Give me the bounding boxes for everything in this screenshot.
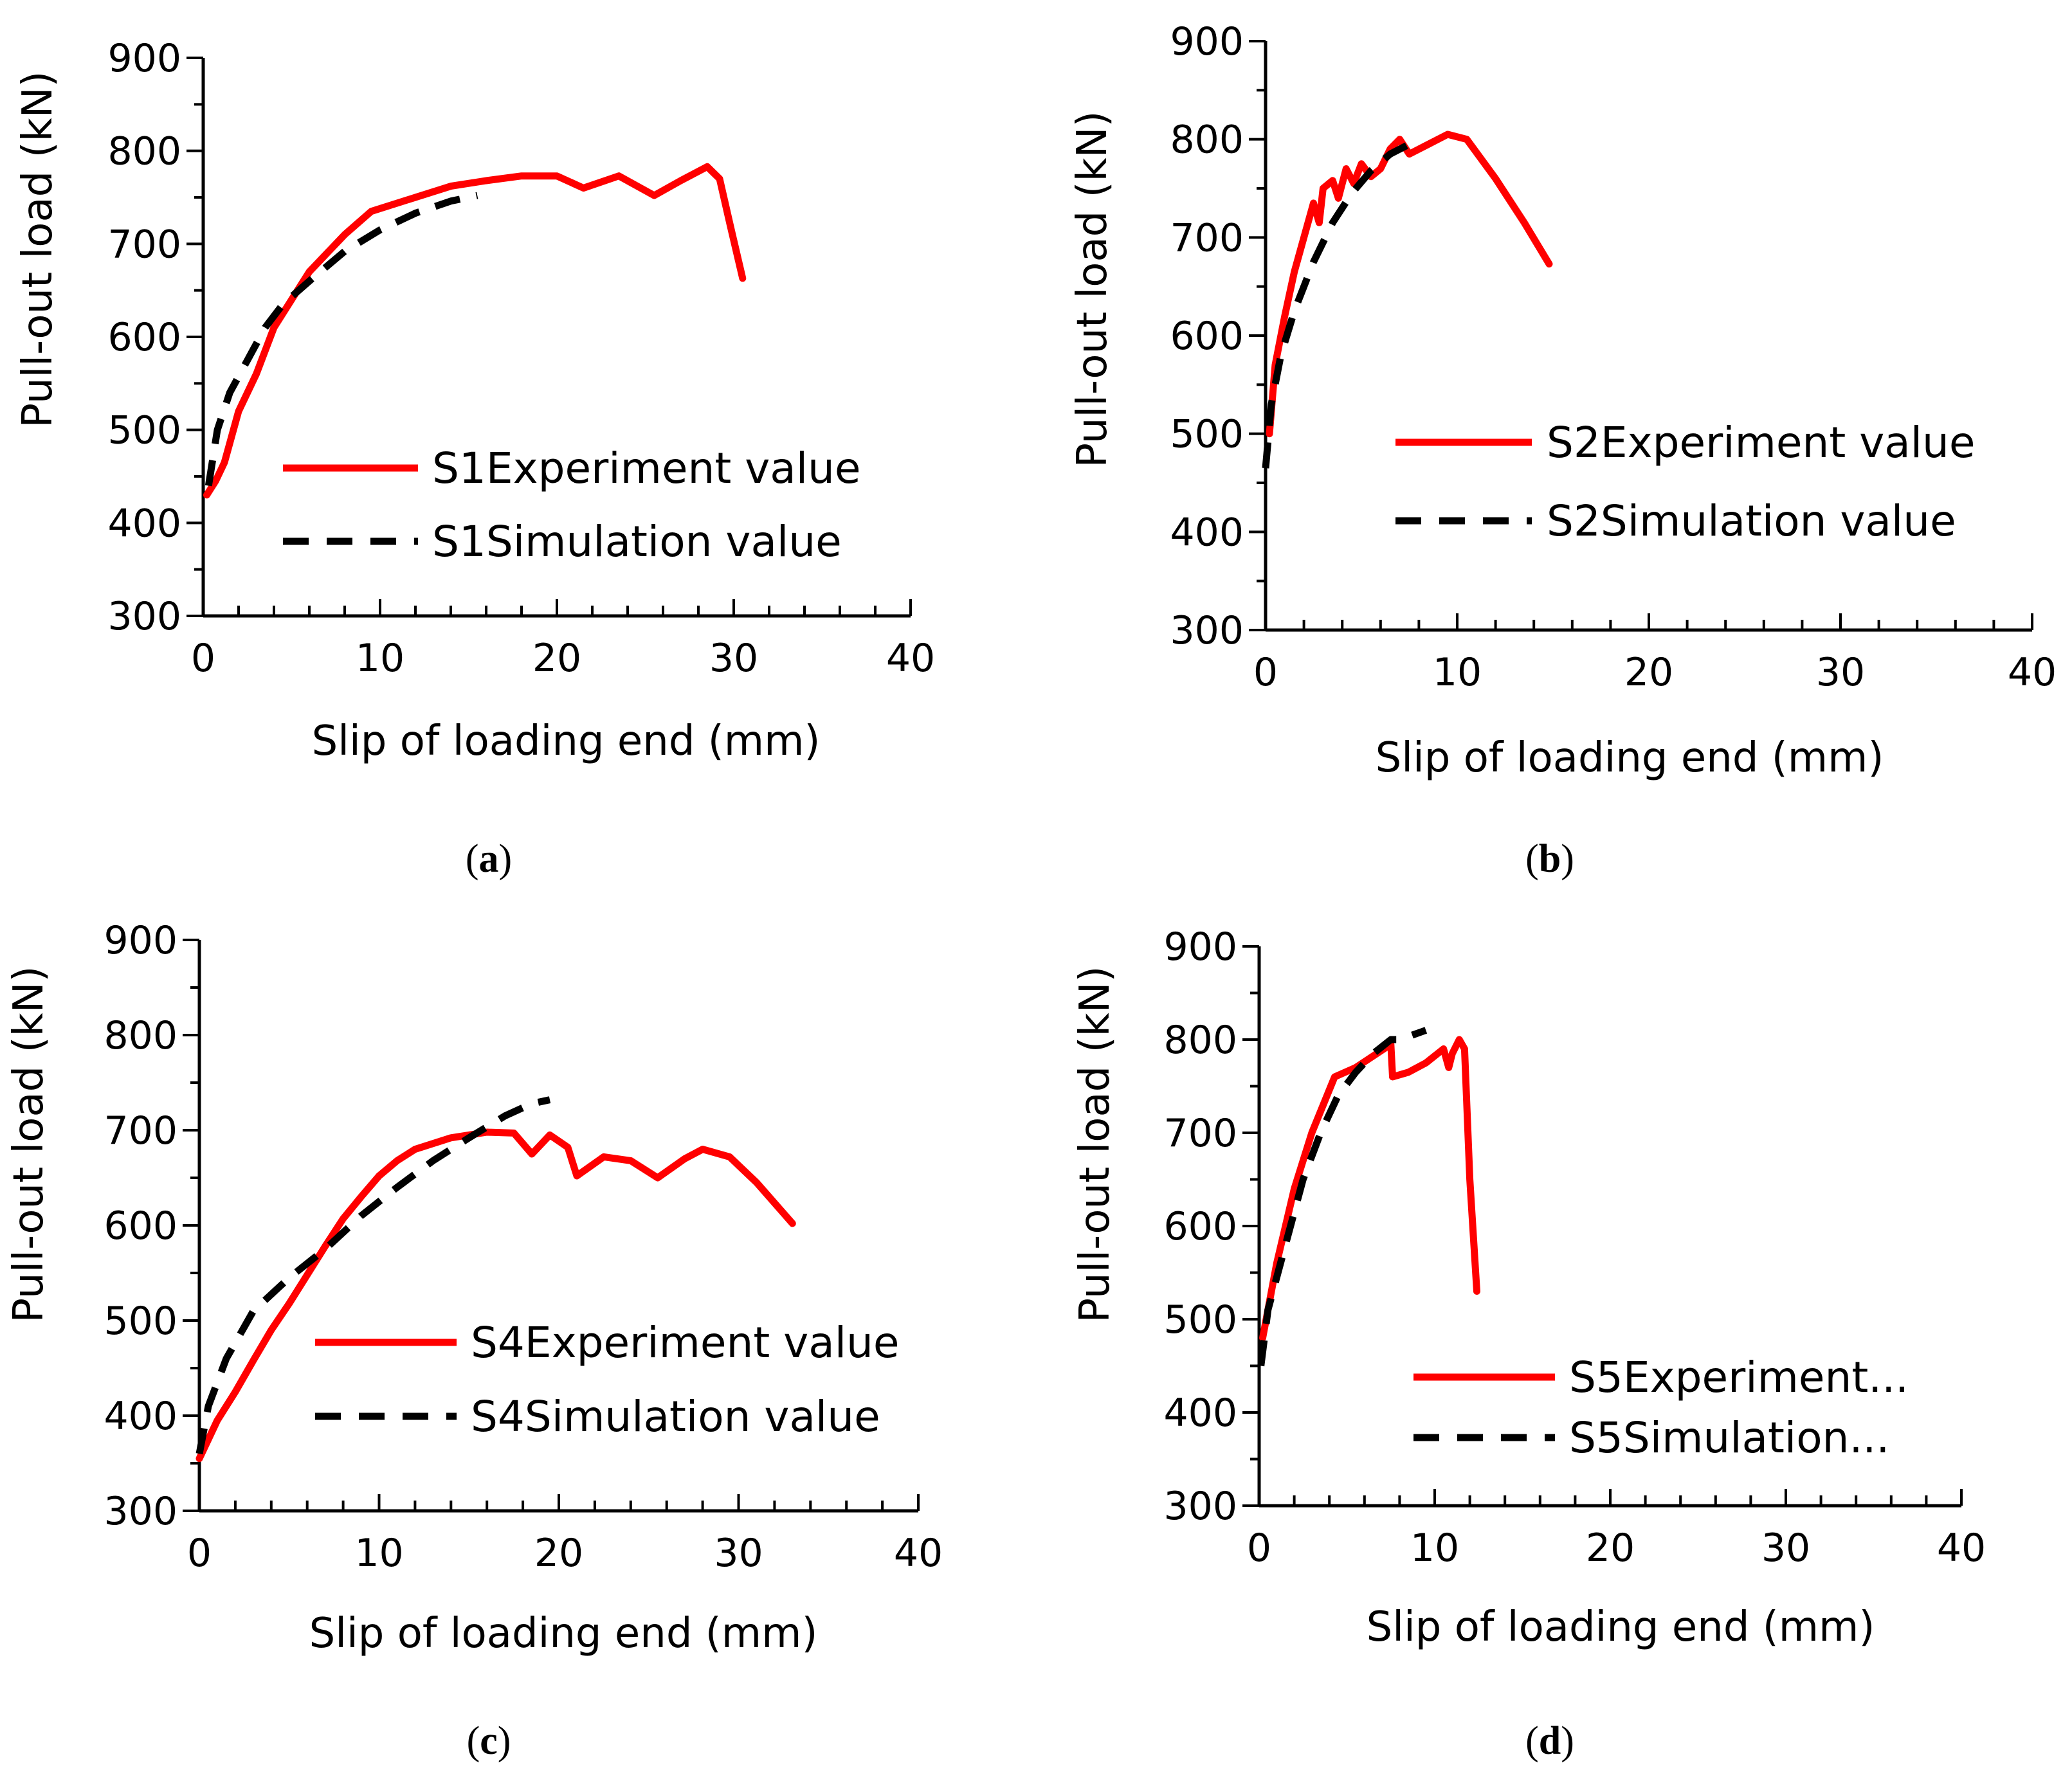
chart-panel-d: 300 400 500 600 700 800 900 0 10 20 30 40 Pull-out … xyxy=(1071,925,1986,1763)
x-tick-label: 10 xyxy=(1433,650,1482,695)
legend-label-simulation: S1Simulation value xyxy=(432,517,842,566)
x-axis-title: Slip of loading end (mm) xyxy=(1367,1603,1875,1651)
experiment-series-line xyxy=(203,163,747,499)
x-axis-title: Slip of loading end (mm) xyxy=(1376,734,1884,782)
y-tick-label: 500 xyxy=(104,1299,177,1344)
y-tick-label: 600 xyxy=(104,1204,177,1249)
y-tick-label: 500 xyxy=(1170,412,1244,457)
x-tick-label: 20 xyxy=(532,636,581,681)
x-tick-label: 20 xyxy=(1624,650,1673,695)
x-tick-label: 10 xyxy=(354,1531,403,1576)
plot-marks: 300 400 500 600 700 800 900 0 10 20 30 40 xyxy=(107,36,935,681)
experiment-series-line xyxy=(1259,1036,1480,1342)
y-tick-label: 800 xyxy=(1170,118,1244,163)
y-tick-label: 700 xyxy=(104,1108,177,1153)
legend-label-simulation: S5Simulation... xyxy=(1569,1413,1889,1463)
caption-letter: c xyxy=(480,1719,498,1763)
caption-letter: a xyxy=(479,837,499,881)
y-tick-label: 400 xyxy=(1170,510,1244,555)
caption-close-paren: ) xyxy=(1561,837,1574,881)
caption-close-paren: ) xyxy=(498,1719,511,1763)
simulation-series-line xyxy=(1262,141,1412,469)
x-tick-label: 40 xyxy=(1937,1526,1986,1571)
x-tick-label: 0 xyxy=(187,1531,212,1576)
chart-panel-a: 300 400 500 600 700 800 900 0 10 20 30 40 Pull-out … xyxy=(14,36,935,881)
legend-label-simulation: S2Simulation value xyxy=(1547,496,1956,546)
y-axis-title: Pull-out load (kN) xyxy=(14,71,62,428)
x-tick-label: 20 xyxy=(1586,1526,1635,1571)
y-tick-label: 600 xyxy=(1163,1204,1237,1249)
x-tick-label: 10 xyxy=(356,636,404,681)
y-axis-title: Pull-out load (kN) xyxy=(1069,111,1116,467)
y-tick-label: 700 xyxy=(1163,1111,1237,1156)
legend-label-simulation: S4Simulation value xyxy=(471,1392,880,1441)
caption-close-paren: ) xyxy=(499,837,513,881)
panel-caption: (d) xyxy=(1525,1719,1574,1763)
y-tick-label: 800 xyxy=(107,129,181,174)
caption-letter: b xyxy=(1539,837,1561,881)
panel-caption: (c) xyxy=(467,1719,511,1763)
x-axis-title: Slip of loading end (mm) xyxy=(309,1610,818,1657)
y-tick-label: 600 xyxy=(1170,314,1244,359)
x-tick-label: 40 xyxy=(894,1531,943,1576)
legend-label-experiment: S2Experiment value xyxy=(1547,418,1975,467)
y-tick-label: 800 xyxy=(104,1013,177,1058)
x-tick-label: 40 xyxy=(886,636,935,681)
experiment-series-line xyxy=(1266,131,1553,438)
y-tick-label: 300 xyxy=(107,594,181,639)
panel-caption: (b) xyxy=(1525,837,1574,881)
x-tick-label: 30 xyxy=(1816,650,1865,695)
y-tick-label: 300 xyxy=(1170,608,1244,653)
y-tick-label: 900 xyxy=(1170,19,1244,64)
legend-label-experiment: S4Experiment value xyxy=(471,1318,899,1367)
y-axis-title: Pull-out load (kN) xyxy=(5,966,53,1322)
caption-letter: d xyxy=(1539,1719,1561,1763)
x-tick-label: 0 xyxy=(1247,1526,1271,1571)
legend-label-experiment: S1Experiment value xyxy=(432,444,860,493)
caption-open-paren: ( xyxy=(466,837,479,881)
y-tick-label: 500 xyxy=(1163,1297,1237,1342)
panel-caption: (a) xyxy=(466,837,512,881)
y-tick-label: 400 xyxy=(107,501,181,546)
chart-panel-b: 300 400 500 600 700 800 900 0 10 20 30 40 Pull-out … xyxy=(1069,19,2057,881)
caption-close-paren: ) xyxy=(1561,1719,1574,1763)
caption-open-paren: ( xyxy=(467,1719,480,1763)
y-tick-label: 300 xyxy=(1163,1484,1237,1529)
x-tick-label: 30 xyxy=(709,636,758,681)
y-tick-label: 800 xyxy=(1163,1018,1237,1063)
x-tick-label: 0 xyxy=(1253,650,1278,695)
caption-open-paren: ( xyxy=(1525,1719,1539,1763)
simulation-series-line xyxy=(1257,1027,1428,1367)
y-axis-title: Pull-out load (kN) xyxy=(1071,966,1119,1322)
y-tick-label: 900 xyxy=(107,36,181,81)
simulation-series-line xyxy=(195,1096,551,1455)
x-tick-label: 20 xyxy=(534,1531,583,1576)
y-tick-label: 400 xyxy=(104,1394,177,1439)
plot-marks: 300 400 500 600 700 800 900 0 10 20 30 40 xyxy=(1163,925,1986,1571)
x-tick-label: 30 xyxy=(1761,1526,1810,1571)
y-tick-label: 400 xyxy=(1163,1391,1237,1436)
chart-panel-c: 300 400 500 600 700 800 900 0 10 20 30 40 Pull-out … xyxy=(5,918,943,1763)
x-tick-label: 30 xyxy=(714,1531,763,1576)
y-tick-label: 700 xyxy=(1170,215,1244,260)
caption-open-paren: ( xyxy=(1525,837,1539,881)
simulation-series-line xyxy=(204,192,478,487)
x-tick-label: 10 xyxy=(1410,1526,1459,1571)
y-tick-label: 900 xyxy=(104,918,177,963)
y-tick-label: 900 xyxy=(1163,925,1237,970)
y-tick-label: 600 xyxy=(107,315,181,360)
y-tick-label: 300 xyxy=(104,1489,177,1534)
legend-label-experiment: S5Experiment... xyxy=(1569,1353,1909,1402)
y-tick-label: 500 xyxy=(107,408,181,453)
x-axis-title: Slip of loading end (mm) xyxy=(312,717,821,765)
plot-marks: 300 400 500 600 700 800 900 0 10 20 30 40 xyxy=(104,918,943,1576)
x-tick-label: 0 xyxy=(191,636,215,681)
x-tick-label: 40 xyxy=(2008,650,2057,695)
plot-marks: 300 400 500 600 700 800 900 0 10 20 30 40 xyxy=(1170,19,2057,695)
y-tick-label: 700 xyxy=(107,222,181,267)
